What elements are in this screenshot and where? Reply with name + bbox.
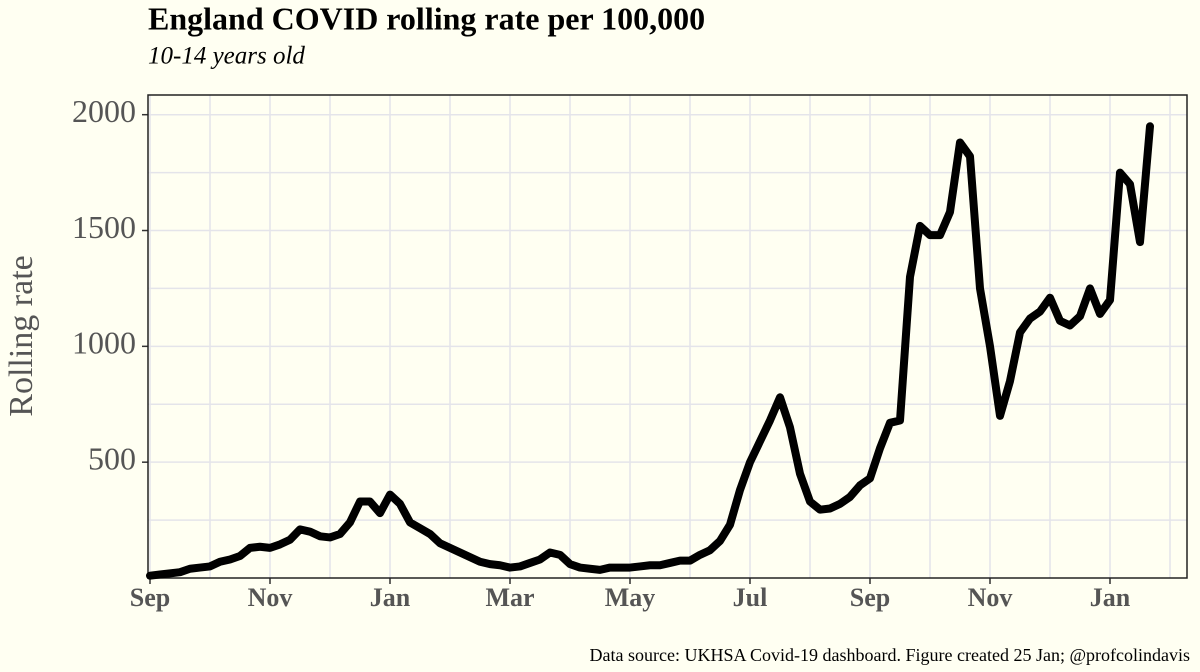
chart-subtitle: 10-14 years old [148,43,305,70]
y-tick-label: 1500 [72,209,136,245]
x-tick-label: Nov [968,583,1013,612]
plot-area [148,95,1187,578]
x-tick-label: Jan [370,583,411,612]
source-note: Data source: UKHSA Covid-19 dashboard. F… [590,645,1190,665]
chart-title: England COVID rolling rate per 100,000 [148,0,705,36]
x-tick-label: Jan [1090,583,1131,612]
y-tick-label: 500 [88,441,136,477]
plot-border [147,94,1188,579]
y-tick-label: 2000 [72,93,136,129]
x-tick-label: Mar [485,583,534,612]
data-line [146,122,1154,580]
x-tick-label: May [605,583,656,612]
y-tick-label: 1000 [72,325,136,361]
x-tick-label: Jul [733,583,768,612]
x-tick-label: Nov [248,583,293,612]
x-tick-label: Sep [130,583,170,612]
y-axis-label: Rolling rate [3,255,40,416]
x-tick-label: Sep [850,583,890,612]
